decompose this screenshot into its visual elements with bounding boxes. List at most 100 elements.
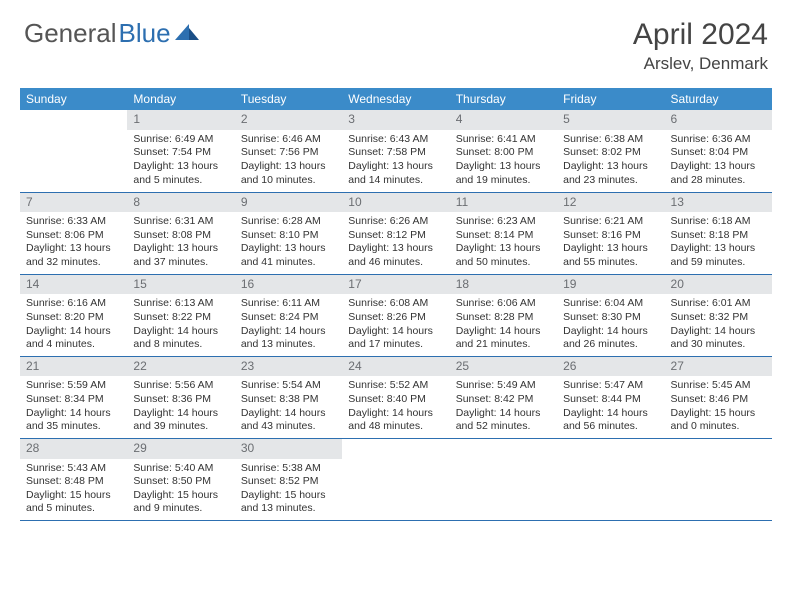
day-content: Sunrise: 6:33 AMSunset: 8:06 PMDaylight:… bbox=[20, 212, 127, 274]
sunrise-text: Sunrise: 5:38 AM bbox=[241, 462, 336, 476]
weekday-header: Thursday bbox=[450, 88, 557, 110]
sunset-text: Sunset: 8:46 PM bbox=[671, 393, 766, 407]
day-cell bbox=[665, 438, 772, 520]
sunset-text: Sunset: 8:36 PM bbox=[133, 393, 228, 407]
sunrise-text: Sunrise: 5:45 AM bbox=[671, 379, 766, 393]
logo-text-2: Blue bbox=[119, 18, 171, 49]
day-cell: 15Sunrise: 6:13 AMSunset: 8:22 PMDayligh… bbox=[127, 274, 234, 356]
day-content: Sunrise: 6:31 AMSunset: 8:08 PMDaylight:… bbox=[127, 212, 234, 274]
day-cell: 23Sunrise: 5:54 AMSunset: 8:38 PMDayligh… bbox=[235, 356, 342, 438]
daylight1-text: Daylight: 14 hours bbox=[563, 325, 658, 339]
day-cell: 26Sunrise: 5:47 AMSunset: 8:44 PMDayligh… bbox=[557, 356, 664, 438]
daylight1-text: Daylight: 13 hours bbox=[563, 242, 658, 256]
day-content: Sunrise: 6:38 AMSunset: 8:02 PMDaylight:… bbox=[557, 130, 664, 192]
day-cell: 19Sunrise: 6:04 AMSunset: 8:30 PMDayligh… bbox=[557, 274, 664, 356]
day-content: Sunrise: 6:41 AMSunset: 8:00 PMDaylight:… bbox=[450, 130, 557, 192]
daylight1-text: Daylight: 15 hours bbox=[671, 407, 766, 421]
day-cell: 25Sunrise: 5:49 AMSunset: 8:42 PMDayligh… bbox=[450, 356, 557, 438]
day-number bbox=[450, 439, 557, 443]
day-content: Sunrise: 6:11 AMSunset: 8:24 PMDaylight:… bbox=[235, 294, 342, 356]
weekday-header: Saturday bbox=[665, 88, 772, 110]
day-cell: 28Sunrise: 5:43 AMSunset: 8:48 PMDayligh… bbox=[20, 438, 127, 520]
day-number: 14 bbox=[20, 275, 127, 295]
daylight2-text: and 59 minutes. bbox=[671, 256, 766, 270]
day-cell: 16Sunrise: 6:11 AMSunset: 8:24 PMDayligh… bbox=[235, 274, 342, 356]
sunset-text: Sunset: 8:16 PM bbox=[563, 229, 658, 243]
day-cell: 14Sunrise: 6:16 AMSunset: 8:20 PMDayligh… bbox=[20, 274, 127, 356]
sunrise-text: Sunrise: 6:23 AM bbox=[456, 215, 551, 229]
sunrise-text: Sunrise: 6:21 AM bbox=[563, 215, 658, 229]
day-cell: 30Sunrise: 5:38 AMSunset: 8:52 PMDayligh… bbox=[235, 438, 342, 520]
sunset-text: Sunset: 8:18 PM bbox=[671, 229, 766, 243]
day-cell: 22Sunrise: 5:56 AMSunset: 8:36 PMDayligh… bbox=[127, 356, 234, 438]
day-content: Sunrise: 5:45 AMSunset: 8:46 PMDaylight:… bbox=[665, 376, 772, 438]
daylight1-text: Daylight: 14 hours bbox=[26, 407, 121, 421]
sunset-text: Sunset: 8:24 PM bbox=[241, 311, 336, 325]
sunrise-text: Sunrise: 5:56 AM bbox=[133, 379, 228, 393]
day-number: 22 bbox=[127, 357, 234, 377]
daylight2-text: and 17 minutes. bbox=[348, 338, 443, 352]
day-number bbox=[342, 439, 449, 443]
weekday-header: Monday bbox=[127, 88, 234, 110]
day-cell: 17Sunrise: 6:08 AMSunset: 8:26 PMDayligh… bbox=[342, 274, 449, 356]
day-number: 9 bbox=[235, 193, 342, 213]
day-cell: 29Sunrise: 5:40 AMSunset: 8:50 PMDayligh… bbox=[127, 438, 234, 520]
daylight1-text: Daylight: 13 hours bbox=[241, 160, 336, 174]
daylight1-text: Daylight: 14 hours bbox=[241, 325, 336, 339]
daylight2-text: and 4 minutes. bbox=[26, 338, 121, 352]
sunset-text: Sunset: 7:54 PM bbox=[133, 146, 228, 160]
header: GeneralBlue April 2024 Arslev, Denmark bbox=[0, 0, 792, 82]
day-number: 4 bbox=[450, 110, 557, 130]
sunset-text: Sunset: 8:02 PM bbox=[563, 146, 658, 160]
sunset-text: Sunset: 8:48 PM bbox=[26, 475, 121, 489]
day-content: Sunrise: 6:06 AMSunset: 8:28 PMDaylight:… bbox=[450, 294, 557, 356]
sunset-text: Sunset: 8:52 PM bbox=[241, 475, 336, 489]
day-number: 2 bbox=[235, 110, 342, 130]
day-cell: 1Sunrise: 6:49 AMSunset: 7:54 PMDaylight… bbox=[127, 110, 234, 192]
day-cell: 7Sunrise: 6:33 AMSunset: 8:06 PMDaylight… bbox=[20, 192, 127, 274]
sunrise-text: Sunrise: 6:41 AM bbox=[456, 133, 551, 147]
week-row: 28Sunrise: 5:43 AMSunset: 8:48 PMDayligh… bbox=[20, 438, 772, 520]
day-number: 13 bbox=[665, 193, 772, 213]
day-content: Sunrise: 6:01 AMSunset: 8:32 PMDaylight:… bbox=[665, 294, 772, 356]
sunset-text: Sunset: 8:44 PM bbox=[563, 393, 658, 407]
day-number: 16 bbox=[235, 275, 342, 295]
daylight2-text: and 9 minutes. bbox=[133, 502, 228, 516]
location: Arslev, Denmark bbox=[633, 54, 768, 74]
day-content: Sunrise: 5:49 AMSunset: 8:42 PMDaylight:… bbox=[450, 376, 557, 438]
daylight2-text: and 13 minutes. bbox=[241, 338, 336, 352]
sunset-text: Sunset: 8:12 PM bbox=[348, 229, 443, 243]
logo-text-1: General bbox=[24, 18, 117, 49]
day-number: 23 bbox=[235, 357, 342, 377]
sunset-text: Sunset: 8:26 PM bbox=[348, 311, 443, 325]
calendar-table: Sunday Monday Tuesday Wednesday Thursday… bbox=[20, 88, 772, 521]
day-number: 18 bbox=[450, 275, 557, 295]
daylight2-text: and 28 minutes. bbox=[671, 174, 766, 188]
daylight1-text: Daylight: 15 hours bbox=[26, 489, 121, 503]
daylight1-text: Daylight: 13 hours bbox=[456, 242, 551, 256]
day-number: 6 bbox=[665, 110, 772, 130]
sunset-text: Sunset: 8:40 PM bbox=[348, 393, 443, 407]
daylight2-text: and 23 minutes. bbox=[563, 174, 658, 188]
daylight1-text: Daylight: 14 hours bbox=[348, 325, 443, 339]
month-title: April 2024 bbox=[633, 18, 768, 52]
sunset-text: Sunset: 8:14 PM bbox=[456, 229, 551, 243]
daylight2-text: and 39 minutes. bbox=[133, 420, 228, 434]
day-number bbox=[20, 110, 127, 114]
sunrise-text: Sunrise: 6:18 AM bbox=[671, 215, 766, 229]
daylight1-text: Daylight: 14 hours bbox=[133, 325, 228, 339]
daylight2-text: and 8 minutes. bbox=[133, 338, 228, 352]
day-content: Sunrise: 6:36 AMSunset: 8:04 PMDaylight:… bbox=[665, 130, 772, 192]
day-number bbox=[665, 439, 772, 443]
day-cell bbox=[342, 438, 449, 520]
sunrise-text: Sunrise: 6:06 AM bbox=[456, 297, 551, 311]
sunrise-text: Sunrise: 5:43 AM bbox=[26, 462, 121, 476]
week-row: 14Sunrise: 6:16 AMSunset: 8:20 PMDayligh… bbox=[20, 274, 772, 356]
day-number: 20 bbox=[665, 275, 772, 295]
sunrise-text: Sunrise: 5:47 AM bbox=[563, 379, 658, 393]
day-number: 29 bbox=[127, 439, 234, 459]
title-block: April 2024 Arslev, Denmark bbox=[633, 18, 768, 74]
sunrise-text: Sunrise: 6:26 AM bbox=[348, 215, 443, 229]
day-number: 24 bbox=[342, 357, 449, 377]
daylight1-text: Daylight: 13 hours bbox=[348, 242, 443, 256]
